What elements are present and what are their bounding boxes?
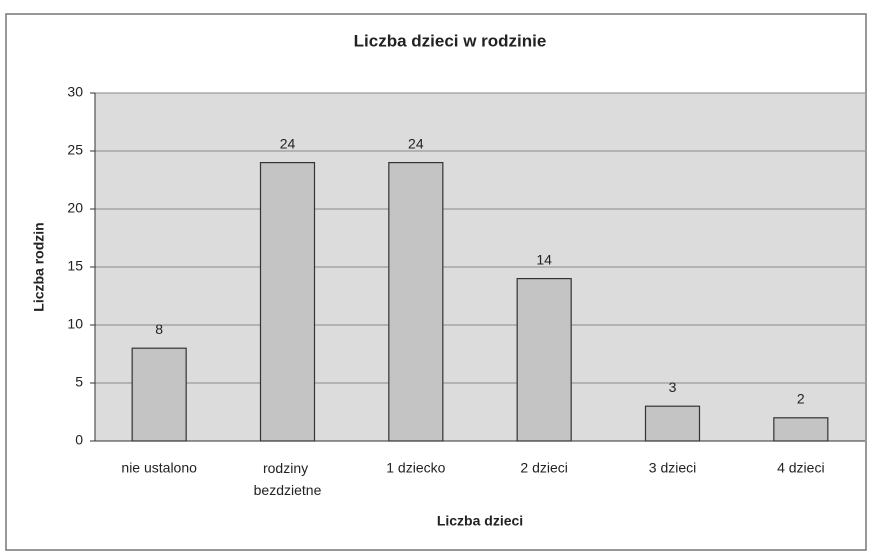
x-tick-label: 3 dzieci — [649, 460, 696, 476]
x-tick-label: 1 dziecko — [386, 460, 445, 476]
data-label: 3 — [669, 379, 677, 395]
bar — [259, 162, 316, 442]
data-label: 8 — [155, 321, 163, 337]
x-tick-label: 2 dzieci — [520, 460, 567, 476]
bar — [516, 278, 572, 442]
bar — [644, 405, 701, 442]
y-tick-label: 10 — [67, 316, 83, 332]
x-tick-label: nie ustalono — [121, 460, 197, 476]
x-axis-label: Liczba dzieci — [437, 513, 523, 529]
y-tick-label: 5 — [75, 374, 83, 390]
bar — [131, 347, 187, 442]
bar — [773, 417, 829, 442]
y-axis-label: Liczba rodzin — [31, 222, 47, 311]
x-tick-label: rodziny bezdzietne — [254, 460, 322, 498]
y-tick-label: 15 — [67, 258, 83, 274]
data-label: 24 — [280, 135, 296, 151]
y-tick-label: 25 — [67, 142, 83, 158]
y-tick-label: 30 — [67, 84, 83, 100]
bar — [388, 162, 444, 442]
y-tick-label: 20 — [67, 200, 83, 216]
chart-title: Liczba dzieci w rodzinie — [354, 31, 547, 50]
x-tick-label: 4 dzieci — [777, 460, 824, 476]
data-label: 14 — [536, 251, 552, 267]
data-label: 24 — [408, 135, 424, 151]
y-tick-label: 0 — [75, 432, 83, 448]
data-label: 2 — [797, 391, 805, 407]
